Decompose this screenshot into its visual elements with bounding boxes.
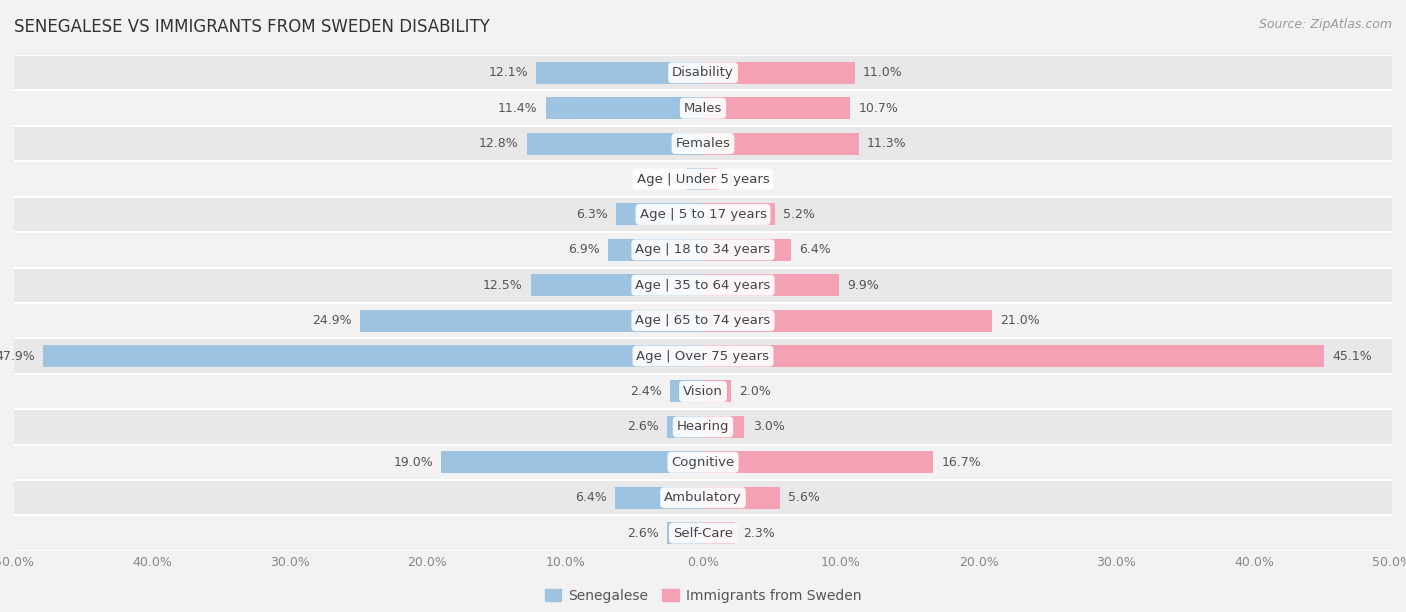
Bar	[441, 451, 703, 473]
Bar	[614, 487, 703, 509]
Text: 47.9%: 47.9%	[0, 349, 35, 362]
Text: Age | 35 to 64 years: Age | 35 to 64 years	[636, 278, 770, 292]
Bar	[703, 381, 731, 403]
Bar	[14, 338, 1392, 374]
Bar	[686, 168, 703, 190]
Bar	[14, 55, 1392, 91]
Text: 19.0%: 19.0%	[394, 456, 433, 469]
Text: Age | Under 5 years: Age | Under 5 years	[637, 173, 769, 185]
Bar	[668, 416, 703, 438]
Bar	[703, 133, 859, 155]
Text: 11.3%: 11.3%	[868, 137, 907, 150]
Text: Ambulatory: Ambulatory	[664, 491, 742, 504]
Bar	[703, 451, 934, 473]
Text: 12.1%: 12.1%	[488, 66, 529, 80]
Text: Age | Over 75 years: Age | Over 75 years	[637, 349, 769, 362]
Text: 6.4%: 6.4%	[800, 244, 831, 256]
Bar	[531, 274, 703, 296]
Bar	[527, 133, 703, 155]
Bar	[546, 97, 703, 119]
Bar	[14, 409, 1392, 444]
Text: Age | 18 to 34 years: Age | 18 to 34 years	[636, 244, 770, 256]
Bar	[14, 126, 1392, 162]
Text: 6.4%: 6.4%	[575, 491, 606, 504]
Text: Males: Males	[683, 102, 723, 114]
Text: 6.9%: 6.9%	[568, 244, 599, 256]
Text: 12.8%: 12.8%	[478, 137, 519, 150]
Text: Females: Females	[675, 137, 731, 150]
Text: Cognitive: Cognitive	[672, 456, 734, 469]
Text: Self-Care: Self-Care	[673, 526, 733, 540]
Bar	[668, 522, 703, 544]
Text: 1.2%: 1.2%	[647, 173, 678, 185]
Bar	[14, 303, 1392, 338]
Text: 12.5%: 12.5%	[482, 278, 523, 292]
Bar	[14, 374, 1392, 409]
Bar	[14, 162, 1392, 196]
Text: 11.0%: 11.0%	[863, 66, 903, 80]
Text: 2.4%: 2.4%	[630, 385, 662, 398]
Text: Disability: Disability	[672, 66, 734, 80]
Text: 9.9%: 9.9%	[848, 278, 879, 292]
Text: Vision: Vision	[683, 385, 723, 398]
Bar	[703, 416, 744, 438]
Bar	[14, 515, 1392, 551]
Bar	[44, 345, 703, 367]
Bar	[14, 267, 1392, 303]
Bar	[14, 232, 1392, 267]
Text: 11.4%: 11.4%	[498, 102, 537, 114]
Bar	[14, 480, 1392, 515]
Bar	[616, 203, 703, 225]
Bar	[703, 97, 851, 119]
Bar	[703, 62, 855, 84]
Text: 1.1%: 1.1%	[727, 173, 758, 185]
Bar	[607, 239, 703, 261]
Text: SENEGALESE VS IMMIGRANTS FROM SWEDEN DISABILITY: SENEGALESE VS IMMIGRANTS FROM SWEDEN DIS…	[14, 18, 489, 36]
Bar	[703, 345, 1324, 367]
Text: 2.0%: 2.0%	[738, 385, 770, 398]
Text: Age | 65 to 74 years: Age | 65 to 74 years	[636, 314, 770, 327]
Bar	[669, 381, 703, 403]
Text: 2.6%: 2.6%	[627, 526, 659, 540]
Bar	[703, 487, 780, 509]
Bar	[14, 444, 1392, 480]
Text: 6.3%: 6.3%	[576, 208, 607, 221]
Bar	[360, 310, 703, 332]
Text: 3.0%: 3.0%	[752, 420, 785, 433]
Bar	[536, 62, 703, 84]
Text: 5.2%: 5.2%	[783, 208, 815, 221]
Text: Hearing: Hearing	[676, 420, 730, 433]
Text: 24.9%: 24.9%	[312, 314, 352, 327]
Bar	[14, 196, 1392, 232]
Bar	[703, 168, 718, 190]
Bar	[703, 310, 993, 332]
Text: 5.6%: 5.6%	[789, 491, 820, 504]
Bar	[703, 522, 735, 544]
Bar	[703, 203, 775, 225]
Text: 10.7%: 10.7%	[859, 102, 898, 114]
Text: 21.0%: 21.0%	[1001, 314, 1040, 327]
Bar	[703, 239, 792, 261]
Text: 2.3%: 2.3%	[742, 526, 775, 540]
Legend: Senegalese, Immigrants from Sweden: Senegalese, Immigrants from Sweden	[538, 583, 868, 608]
Text: 16.7%: 16.7%	[942, 456, 981, 469]
Bar	[14, 91, 1392, 126]
Bar	[703, 274, 839, 296]
Text: 45.1%: 45.1%	[1333, 349, 1372, 362]
Text: Age | 5 to 17 years: Age | 5 to 17 years	[640, 208, 766, 221]
Text: Source: ZipAtlas.com: Source: ZipAtlas.com	[1258, 18, 1392, 31]
Text: 2.6%: 2.6%	[627, 420, 659, 433]
